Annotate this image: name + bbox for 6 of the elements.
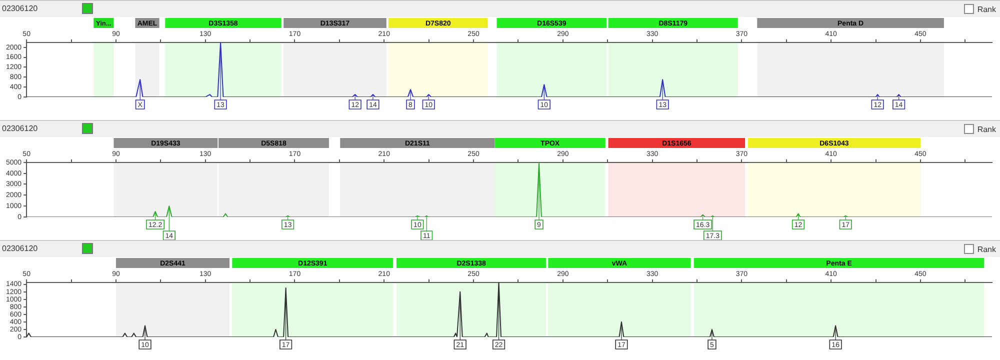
text: Rank <box>977 244 996 254</box>
text: Rank <box>977 4 996 14</box>
chart-title: 02306120 <box>2 124 38 133</box>
chart-title: 02306120 <box>2 4 38 13</box>
text: Rank <box>977 124 996 134</box>
chart-title: 02306120 <box>2 244 38 253</box>
